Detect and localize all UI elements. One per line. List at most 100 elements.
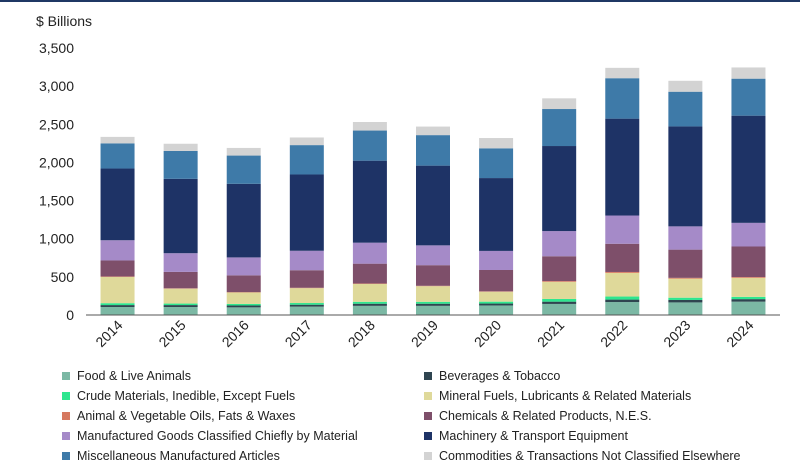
bar-segment xyxy=(226,305,261,308)
bar-stack-2018 xyxy=(352,121,387,315)
bar-segment xyxy=(100,240,135,261)
y-tick-label: 3,000 xyxy=(39,78,74,94)
y-axis-label: $ Billions xyxy=(36,13,92,29)
bar-segment xyxy=(668,91,703,127)
x-tick-label: 2020 xyxy=(471,317,504,350)
x-axis-ticks: 2014 2015 2016 2017 2018 2019 2020 2021 2022 2023… xyxy=(92,317,756,350)
bar-segment xyxy=(668,126,703,227)
bar-segment xyxy=(289,306,324,315)
legend-item: Crude Materials, Inedible, Except Fuels xyxy=(62,386,424,406)
bar-segment xyxy=(605,67,640,79)
bar-segment xyxy=(352,283,387,302)
bar-segment xyxy=(352,160,387,243)
legend: Food & Live Animals Beverages & Tobacco Cr… xyxy=(62,366,782,466)
y-tick-label: 3,500 xyxy=(39,40,74,56)
bar-segment xyxy=(479,148,514,179)
legend-label: Chemicals & Related Products, N.E.S. xyxy=(439,409,652,423)
bar-segment xyxy=(668,80,703,92)
bar-segment xyxy=(605,215,640,244)
bar-segment xyxy=(731,277,766,278)
bar-segment xyxy=(352,303,387,306)
bar-segment xyxy=(352,263,387,284)
legend-label: Manufactured Goods Classified Chiefly by… xyxy=(77,429,358,443)
bar-stack-2022 xyxy=(605,67,640,315)
bar-segment xyxy=(479,138,514,149)
bar-segment xyxy=(416,265,450,286)
bar-segment xyxy=(605,78,640,119)
bar-segment xyxy=(731,296,766,300)
bar-segment xyxy=(731,301,766,315)
bar-segment xyxy=(605,302,640,315)
bar-segment xyxy=(100,276,135,304)
bar-segment xyxy=(605,271,640,273)
bar-segment xyxy=(226,147,261,156)
bar-segment xyxy=(479,178,514,251)
bar-segment xyxy=(289,250,324,271)
bar-segment xyxy=(605,299,640,303)
bar-segment xyxy=(542,256,577,282)
bar-segment xyxy=(163,305,198,307)
bar-segment xyxy=(163,253,198,272)
bar-segment xyxy=(226,303,261,306)
bar-segment xyxy=(352,305,387,315)
stacked-bar-chart: $ Billions 0 500 1,000 1,500 2,000 2,500 3,000… xyxy=(36,13,780,350)
bar-stacks xyxy=(100,67,766,315)
legend-label: Food & Live Animals xyxy=(77,369,191,383)
x-tick-label: 2021 xyxy=(534,317,567,350)
bar-segment xyxy=(668,278,703,298)
bar-segment xyxy=(226,183,261,258)
bar-stack-2023 xyxy=(668,80,703,315)
legend-swatch xyxy=(62,432,70,440)
y-axis-ticks: 0 500 1,000 1,500 2,000 2,500 3,000 3,500 xyxy=(39,40,74,323)
legend-label: Animal & Vegetable Oils, Fats & Waxes xyxy=(77,409,296,423)
legend-item: Commodities & Transactions Not Classifie… xyxy=(424,446,782,466)
bar-segment xyxy=(163,271,198,289)
y-tick-label: 0 xyxy=(66,307,74,323)
bar-segment xyxy=(352,121,387,131)
y-tick-label: 1,000 xyxy=(39,231,74,247)
legend-swatch xyxy=(62,412,70,420)
x-tick-label: 2023 xyxy=(660,317,693,350)
bar-segment xyxy=(100,136,135,144)
bar-segment xyxy=(289,303,324,305)
bar-stack-2015 xyxy=(163,143,198,315)
bar-segment xyxy=(542,109,577,147)
bar-segment xyxy=(100,306,135,315)
bar-segment xyxy=(226,155,261,184)
bar-segment xyxy=(226,307,261,315)
bar-segment xyxy=(542,303,577,315)
legend-swatch xyxy=(424,372,432,380)
bar-segment xyxy=(668,249,703,278)
bar-segment xyxy=(479,291,514,302)
bar-segment xyxy=(542,281,577,299)
legend-swatch xyxy=(62,452,70,460)
bar-segment xyxy=(100,260,135,277)
legend-swatch xyxy=(424,452,432,460)
bar-segment xyxy=(163,143,198,151)
legend-label: Machinery & Transport Equipment xyxy=(439,429,628,443)
bar-stack-2021 xyxy=(542,98,577,315)
x-tick-label: 2022 xyxy=(597,317,630,350)
x-tick-label: 2015 xyxy=(155,317,188,350)
legend-swatch xyxy=(424,412,432,420)
bar-segment xyxy=(163,306,198,315)
legend-item: Beverages & Tobacco xyxy=(424,366,782,386)
bar-segment xyxy=(605,296,640,300)
bar-segment xyxy=(605,243,640,272)
bar-segment xyxy=(352,242,387,264)
bar-segment xyxy=(668,226,703,250)
bar-segment xyxy=(100,168,135,241)
bar-stack-2019 xyxy=(416,126,450,315)
bar-segment xyxy=(289,137,324,146)
bar-segment xyxy=(542,281,577,282)
bar-segment xyxy=(416,126,450,136)
bar-segment xyxy=(100,303,135,306)
bar-stack-2020 xyxy=(479,138,514,315)
y-tick-label: 2,000 xyxy=(39,154,74,170)
legend-swatch xyxy=(424,432,432,440)
bar-segment xyxy=(479,301,514,304)
legend-item: Miscellaneous Manufactured Articles xyxy=(62,446,424,466)
legend-item: Manufactured Goods Classified Chiefly by… xyxy=(62,426,424,446)
bar-stack-2024 xyxy=(731,67,766,315)
bar-segment xyxy=(289,304,324,307)
